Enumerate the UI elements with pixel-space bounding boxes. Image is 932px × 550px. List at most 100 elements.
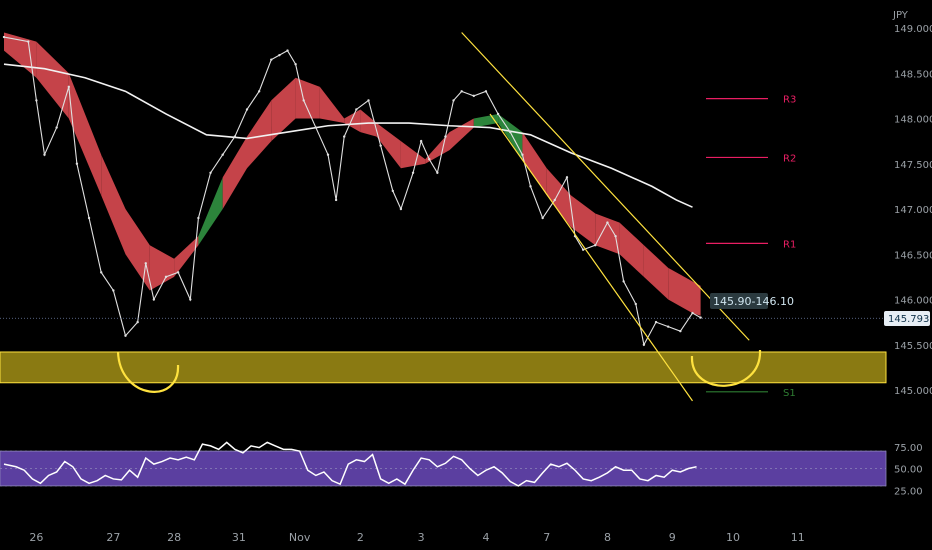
price-point xyxy=(509,130,512,134)
ribbon-segment xyxy=(68,73,102,196)
x-tick-label: 7 xyxy=(543,531,550,544)
price-point xyxy=(428,158,431,161)
x-tick-label: 11 xyxy=(791,531,805,544)
ribbon-segment xyxy=(571,195,596,246)
x-tick-label: 9 xyxy=(669,531,676,544)
rsi-panel xyxy=(0,441,887,487)
price-point xyxy=(43,153,46,156)
price-point xyxy=(302,99,305,102)
price-point xyxy=(221,153,224,156)
rsi-tick-label: 75.00 xyxy=(894,443,923,454)
rsi-band xyxy=(0,450,887,487)
price-point xyxy=(581,248,585,251)
price-point xyxy=(144,262,147,265)
ribbon-segment xyxy=(198,177,223,246)
ribbon-segment xyxy=(425,132,450,164)
price-point xyxy=(367,99,370,102)
rsi-line xyxy=(3,441,697,487)
price-point xyxy=(55,126,58,129)
price-point xyxy=(87,216,91,220)
price-point xyxy=(176,271,180,274)
ribbon-segment xyxy=(400,141,426,169)
price-point xyxy=(419,139,423,143)
price-point xyxy=(245,108,249,111)
price-tick-label: 149.000 xyxy=(894,24,932,35)
last-price-label: 145.793 xyxy=(888,314,929,325)
price-point xyxy=(164,275,168,279)
price-point xyxy=(594,244,597,247)
price-point xyxy=(565,176,569,179)
x-tick-label: 3 xyxy=(418,531,425,544)
price-point xyxy=(343,135,346,138)
channel-layer xyxy=(461,32,750,402)
price-point xyxy=(257,90,261,93)
x-tick-label: 4 xyxy=(482,531,489,544)
price-point xyxy=(136,320,139,324)
price-point xyxy=(444,135,447,138)
price-point xyxy=(654,320,658,324)
ma-ribbon-layer xyxy=(4,32,701,316)
price-point xyxy=(314,126,318,129)
ribbon-segment xyxy=(344,109,361,133)
ribbon-segment xyxy=(643,245,669,300)
price-point xyxy=(35,99,38,102)
ribbon-segment xyxy=(174,236,199,277)
price-point xyxy=(152,298,156,301)
ribbon-segment xyxy=(125,209,150,291)
x-tick-label: 31 xyxy=(232,531,246,544)
price-point xyxy=(460,90,463,93)
x-tick-label: 2 xyxy=(357,531,364,544)
ribbon-segment xyxy=(271,77,296,142)
ribbon-segment xyxy=(619,222,644,277)
price-point xyxy=(209,171,212,174)
channel-upper-line xyxy=(461,32,750,341)
range-label-box: 145.90-146.10 xyxy=(710,293,794,309)
price-point xyxy=(691,311,694,315)
level-r3-label: R3 xyxy=(783,95,796,106)
price-point xyxy=(233,135,237,138)
support-zone xyxy=(0,351,887,384)
price-tick-label: 145.500 xyxy=(894,341,932,352)
price-point xyxy=(496,112,500,116)
level-r2-label: R2 xyxy=(783,153,796,164)
price-point xyxy=(270,58,273,61)
x-tick-label: 27 xyxy=(106,531,120,544)
level-s1-label: S1 xyxy=(783,388,796,399)
price-tick-label: 147.000 xyxy=(894,205,932,216)
price-point xyxy=(391,189,394,193)
price-point xyxy=(529,185,532,188)
rsi-tick-label: 25.00 xyxy=(894,486,923,497)
price-point xyxy=(452,99,455,102)
x-tick-label: 26 xyxy=(29,531,43,544)
price-point xyxy=(294,62,297,66)
price-point xyxy=(667,325,670,328)
range-label: 145.90-146.10 xyxy=(713,295,794,308)
price-point xyxy=(521,153,524,156)
price-point xyxy=(622,280,625,283)
price-point xyxy=(326,153,330,156)
cup-annotation-left xyxy=(116,351,180,393)
price-point xyxy=(436,171,439,174)
price-point xyxy=(679,329,682,333)
price-point xyxy=(355,108,358,111)
price-tick-label: 148.500 xyxy=(894,69,932,80)
ribbon-segment xyxy=(101,154,126,255)
ribbon-segment xyxy=(546,168,571,228)
price-tick-label: 147.500 xyxy=(894,160,932,171)
price-point xyxy=(541,216,544,220)
price-tick-label: 146.500 xyxy=(894,250,932,261)
price-point xyxy=(399,207,403,211)
last-price-badge: 145.793 xyxy=(884,311,930,326)
price-point xyxy=(286,49,289,52)
ribbon-segment xyxy=(295,77,320,119)
price-tick-label: 145.000 xyxy=(894,386,932,397)
ma200-line xyxy=(3,63,693,208)
price-point xyxy=(100,271,103,274)
price-point xyxy=(2,35,6,39)
support-zone-layer xyxy=(0,351,887,384)
price-tick-label: 148.000 xyxy=(894,115,932,126)
currency-label: JPY xyxy=(892,10,909,21)
ma200-layer xyxy=(3,63,693,208)
price-point xyxy=(472,94,475,98)
